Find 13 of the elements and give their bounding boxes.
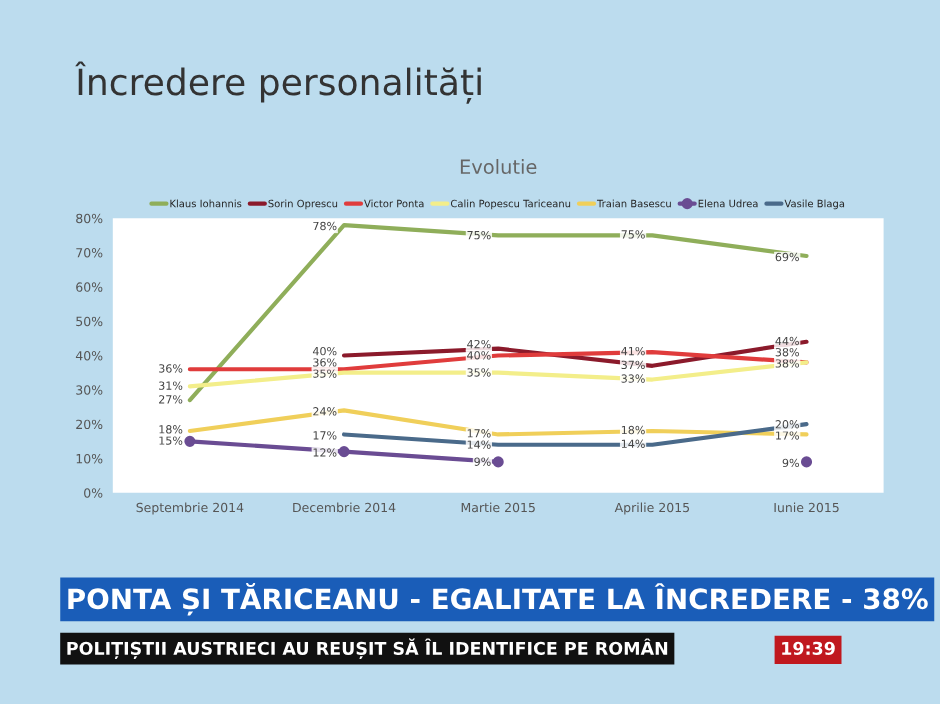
point [800, 456, 813, 468]
chart-title: Încredere personalități [75, 61, 481, 104]
line-series [341, 339, 809, 368]
line-series [187, 360, 809, 389]
chart-subtitle: Evolutie [460, 159, 537, 175]
point [338, 446, 350, 458]
text: POLIȚIȘTII AUSTRIECI AU REUȘIT SĂ ÎL IDENTIFICE PE ROMÂN [67, 638, 668, 659]
line-series [187, 350, 809, 372]
point [492, 456, 504, 468]
text: 19:39 [782, 641, 835, 655]
point [184, 435, 196, 447]
text: PONTA ȘI TĂRICEANU - EGALITATE LA ÎNCREDERE - 38% [68, 583, 928, 616]
line-series [187, 223, 809, 403]
